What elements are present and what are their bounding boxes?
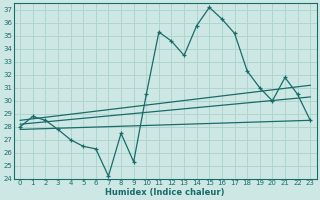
X-axis label: Humidex (Indice chaleur): Humidex (Indice chaleur) [106,188,225,197]
